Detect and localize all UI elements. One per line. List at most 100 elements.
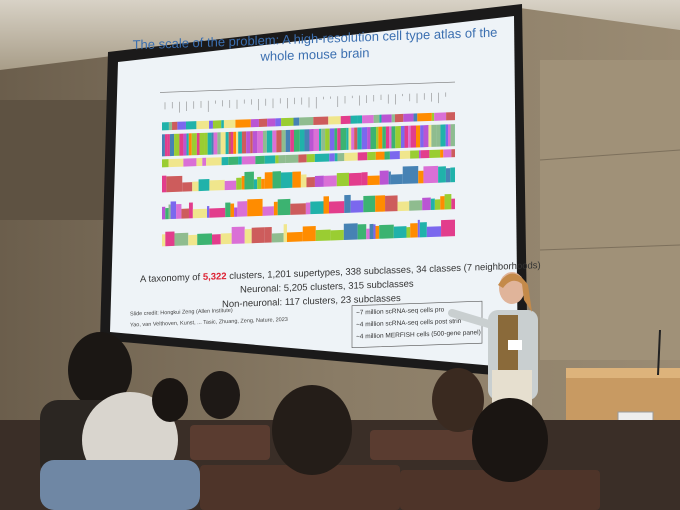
heatmap-cell — [188, 202, 193, 219]
slide: The scale of the problem: A high-resolut… — [130, 25, 541, 349]
heatmap-cell — [302, 225, 316, 242]
heatmap-cell — [233, 131, 237, 154]
heatmap-cell — [262, 206, 274, 216]
heatmap-cell — [418, 150, 421, 159]
heatmap-cell — [300, 174, 307, 188]
heatmap-cell — [436, 124, 441, 147]
heatmap-cell — [169, 133, 175, 157]
heatmap-cell — [328, 116, 341, 125]
heatmap-cell — [410, 125, 417, 148]
taxonomy-prefix: A taxonomy of — [140, 272, 203, 285]
heatmap-cell — [241, 175, 245, 190]
heatmap-cell — [323, 196, 329, 214]
heatmap-cell — [376, 126, 379, 149]
heatmap-cell — [196, 157, 203, 167]
heatmap-cell — [238, 131, 242, 154]
heatmap-cell — [445, 124, 449, 147]
heatmap-cell — [314, 175, 324, 188]
heatmap-cell — [273, 201, 278, 216]
heatmap-cell — [221, 157, 229, 166]
heatmap-cell — [220, 132, 226, 155]
heatmap-cell — [160, 81, 455, 93]
heatmap-cell — [451, 149, 455, 158]
heatmap-cell — [378, 126, 383, 149]
heatmap-cell — [379, 114, 382, 123]
heatmap-cell — [168, 121, 173, 131]
heatmap-cell — [438, 166, 446, 183]
heatmap-cell — [196, 133, 200, 156]
speaker — [448, 272, 538, 410]
heatmap-cell — [244, 229, 252, 244]
heatmap-cell — [381, 114, 392, 123]
heatmap-cell — [394, 113, 404, 123]
heatmap-cell — [186, 133, 189, 156]
heatmap-cell — [253, 179, 258, 190]
heatmap-cell — [276, 130, 282, 153]
heatmap-cell — [285, 154, 299, 164]
heatmap-cell — [271, 233, 284, 243]
heatmap-cell — [373, 224, 376, 239]
heatmap-cell — [375, 195, 386, 212]
heatmap-cell — [357, 224, 367, 240]
heatmap-cell — [450, 124, 455, 147]
heatmap-cell — [209, 207, 226, 218]
heatmap-cell — [410, 150, 419, 159]
heatmap-cell — [397, 201, 410, 212]
heatmap-cell — [373, 114, 380, 123]
heatmap-cell — [299, 129, 305, 152]
heatmap-cell — [348, 127, 352, 150]
heatmap-cell — [305, 202, 311, 215]
info-line: ~4 million MERFISH cells (500-gene panel… — [356, 329, 481, 340]
heatmap-cell — [446, 112, 455, 121]
heatmap-cell — [340, 127, 347, 151]
heatmap-cell — [417, 219, 420, 238]
slide-title: whole mouse brain — [259, 45, 369, 64]
heatmap-cell — [293, 129, 300, 152]
heatmap-cell — [417, 112, 432, 122]
heatmap-cell — [306, 154, 315, 163]
heatmap-cell — [231, 226, 245, 244]
heatmap-cell — [367, 151, 376, 161]
heatmap-cell — [272, 130, 277, 153]
heatmap-cell — [244, 171, 254, 190]
heatmap-cell — [404, 125, 409, 148]
heatmap-cell — [292, 171, 301, 188]
heatmap-cell — [313, 128, 320, 152]
heatmap-cell — [385, 195, 398, 212]
heatmap-cell — [252, 131, 258, 154]
heatmap-cell — [299, 117, 314, 126]
heatmap-cell — [224, 180, 237, 191]
heatmap-cell — [379, 224, 394, 239]
heatmap-cell — [334, 153, 338, 162]
heatmap-cell — [336, 172, 349, 187]
heatmap-cell — [236, 131, 239, 154]
heatmap-cell — [262, 130, 267, 153]
heatmap-cell — [162, 175, 167, 193]
heatmap-cell — [329, 153, 335, 162]
heatmap-cell — [257, 130, 263, 154]
heatmap-cell — [406, 227, 411, 238]
heatmap-cell — [278, 155, 286, 164]
heatmap-cell — [375, 225, 380, 239]
heatmap-cell — [162, 159, 169, 168]
heatmap-cell — [250, 131, 253, 154]
heatmap-cell — [281, 117, 294, 127]
heatmap-cell — [192, 181, 199, 192]
heatmap-cell — [354, 127, 358, 150]
heatmap-cell — [416, 125, 421, 148]
heatmap-cell — [430, 198, 435, 210]
heatmap-cell — [247, 198, 263, 217]
heatmap-cell — [350, 200, 364, 213]
heatmap-cell — [348, 172, 362, 186]
heatmap-cell — [217, 132, 221, 155]
heatmap-cell — [209, 179, 225, 191]
heatmap-cell — [402, 166, 419, 184]
heatmap-cell — [162, 134, 165, 157]
heatmap-cell — [451, 198, 456, 210]
heatmap-cell — [357, 127, 362, 150]
heatmap-cell — [390, 174, 403, 185]
heatmap-cell — [337, 128, 341, 151]
heatmap-cell — [391, 114, 395, 123]
heatmap-cell — [391, 126, 396, 149]
